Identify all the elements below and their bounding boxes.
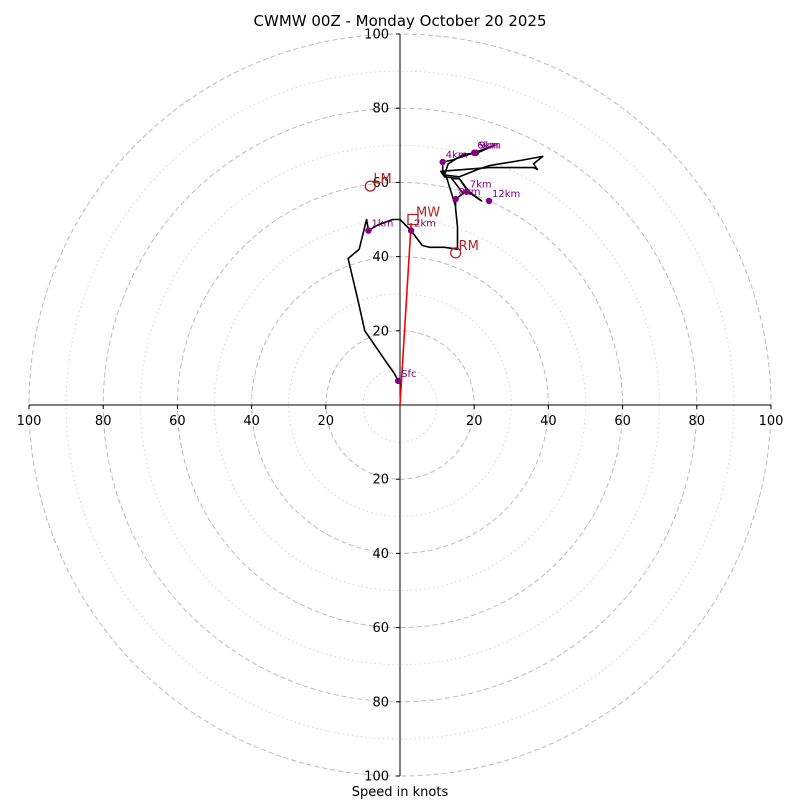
y-tick-label: 100: [364, 770, 389, 785]
y-tick-label: 20: [372, 324, 389, 339]
height-marker-1km: [365, 227, 372, 234]
x-tick-label: 40: [243, 414, 260, 429]
storm-motion-vector: [399, 223, 412, 406]
height-label-2km: 2km: [414, 219, 436, 230]
x-tick-label: 80: [95, 414, 112, 429]
storm-motion-marker-RM: [449, 247, 462, 259]
height-label-6km: 6km: [477, 141, 499, 152]
x-tick-label: 100: [17, 414, 42, 429]
y-tick-label: 20: [372, 473, 389, 488]
x-tick-label: 60: [614, 414, 631, 429]
height-label-9km: 9km: [479, 141, 501, 152]
height-marker-8km: [452, 195, 459, 203]
x-tick-label: 20: [318, 414, 335, 429]
chart-title: CWMW 00Z - Monday October 20 2025: [254, 12, 547, 30]
storm-motion-vector-line: [399, 223, 412, 406]
storm-motion-marker-LM: [364, 180, 376, 192]
storm-motion-marker-MW: [407, 213, 419, 226]
height-label-1km: 1km: [371, 219, 393, 230]
y-tick-label: 60: [372, 176, 389, 191]
y-tick-label: 80: [372, 695, 389, 710]
storm-motion-label-RM: RM: [459, 239, 479, 254]
height-marker-4km: [439, 158, 446, 166]
y-tick-label: 40: [372, 250, 389, 265]
height-label-7km: 7km: [470, 180, 492, 191]
storm-motion-label-LM: LM: [373, 172, 391, 187]
height-label-8km: 8km: [459, 187, 481, 198]
x-tick-label: 80: [689, 414, 706, 429]
y-tick-label: 100: [364, 28, 389, 43]
y-tick-label: 40: [372, 547, 389, 562]
height-label-Sfc: Sfc: [401, 369, 416, 380]
height-marker-7km: [463, 188, 470, 195]
storm-motion-markers: LM MW RM: [364, 172, 479, 259]
x-axis-label: Speed in knots: [352, 785, 449, 800]
tick-labels: 100 100 80 80 60 60 40 40 20 20 20 20 40 40 60 60 80 80 10…: [17, 28, 784, 785]
height-marker-2km: [407, 227, 415, 234]
y-tick-label: 60: [372, 621, 389, 636]
height-marker-12km: [485, 197, 493, 205]
height-label-4km: 4km: [446, 150, 468, 161]
storm-motion-label-MW: MW: [416, 206, 440, 221]
x-tick-label: 100: [759, 414, 784, 429]
x-tick-label: 20: [466, 414, 483, 429]
y-tick-label: 80: [372, 102, 389, 117]
x-tick-label: 60: [169, 414, 186, 429]
x-tick-label: 40: [540, 414, 557, 429]
height-label-12km: 12km: [492, 189, 520, 200]
height-marker-Sfc: [394, 377, 402, 385]
height-marker-9km: [472, 149, 480, 156]
